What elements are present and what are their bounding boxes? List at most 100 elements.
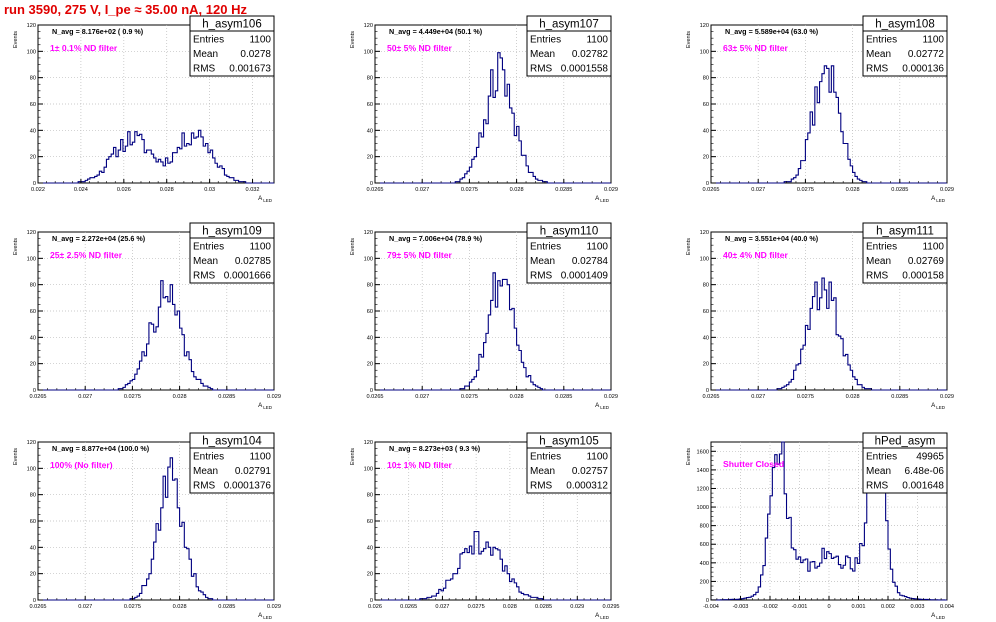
histogram-name: h_asym111 [876,226,934,238]
y-tick-label: 0 [33,388,36,394]
stats-mean-value: 0.02784 [572,256,609,267]
stats-mean-value: 0.02791 [235,466,272,477]
x-tick-label: 0.0275 [797,187,814,193]
filter-label: 25± 2.5% ND filter [50,250,123,260]
y-tick-label: 800 [700,524,709,530]
stats-box [862,237,948,284]
x-tick-label: 0.0275 [461,187,478,193]
pad-h_asym111: 0.0265 0.027 0.0275 0.028 0.0285 0.029 0 20 40 60… [686,222,954,410]
stats-entries-label: Entries [866,452,897,463]
y-tick-label: 40 [30,335,36,341]
histogram-series [711,65,947,184]
x-tick-label: 0.0265 [29,604,46,610]
y-tick-label: 80 [367,76,373,82]
x-tick-label: -0.004 [703,604,719,610]
stats-mean-label: Mean [530,466,555,477]
navg-label: N_avg = 7.006e+04 (78.9 %) [389,234,483,243]
navg-label: N_avg = 2.272e+04 (25.6 %) [52,234,146,243]
stats-rms-value: 0.000312 [566,481,608,492]
x-tick-label: -0.002 [762,604,778,610]
y-tick-label: 1000 [697,505,709,511]
x-tick-label: 0.002 [881,604,895,610]
x-tick-label: 0.026 [117,187,131,193]
stats-entries-value: 1100 [586,242,608,253]
stats-box [862,447,948,494]
histogram-name: h_asym105 [539,436,598,448]
filter-label: 50± 5% ND filter [387,43,453,53]
histogram-series [375,530,611,601]
histogram-name: h_asym107 [539,19,598,31]
stats-rms-value: 0.0001409 [561,271,609,282]
y-tick-label: 20 [30,155,36,161]
stats-mean-value: 0.02757 [572,466,609,477]
y-tick-label: 400 [700,561,709,567]
y-axis-title: Events [13,238,19,255]
stats-box [189,237,275,284]
y-tick-label: 80 [30,493,36,499]
stats-entries-label: Entries [530,452,561,463]
x-tick-label: 0.026 [368,604,382,610]
filter-label: 79± 5% ND filter [387,250,453,260]
histogram-series [38,129,274,184]
stats-rms-label: RMS [530,64,553,75]
stats-box [189,30,275,77]
y-tick-label: 120 [700,230,709,236]
x-tick-label: 0.0265 [702,187,719,193]
stats-mean-label: Mean [193,256,218,267]
y-axis-title: Events [686,238,692,255]
navg-label: N_avg = 3.551e+04 (40.0 %) [725,234,819,243]
y-tick-label: 100 [700,256,709,262]
stats-box [526,237,612,284]
histogram-series [711,277,947,391]
x-tick-label: 0.029 [267,394,281,400]
stats-entries-label: Entries [193,452,224,463]
y-tick-label: 60 [367,519,373,525]
stats-mean-label: Mean [193,466,218,477]
y-tick-label: 80 [703,283,709,289]
stats-rms-value: 0.001673 [229,64,271,75]
stats-entries-label: Entries [866,242,897,253]
stats-rms-label: RMS [193,271,216,282]
navg-label: N_avg = 8.877e+04 (100.0 %) [52,444,150,453]
x-tick-label: 0.0275 [461,394,478,400]
y-tick-label: 1400 [697,468,709,474]
y-axis-title: Events [13,31,19,48]
x-tick-label: 0.028 [510,394,524,400]
x-tick-label: 0.004 [940,604,954,610]
stats-entries-value: 1100 [586,452,608,463]
x-tick-label: 0.032 [246,187,260,193]
y-tick-label: 40 [30,128,36,134]
y-tick-label: 0 [370,181,373,187]
stats-mean-value: 0.02782 [572,49,609,60]
stats-mean-value: 0.0278 [240,49,271,60]
x-tick-label: 0.0265 [366,394,383,400]
y-tick-label: 120 [27,440,36,446]
x-axis-title: ALED [258,195,273,203]
stats-rms-value: 0.0001666 [224,271,272,282]
pad-h_asym104: 0.0265 0.027 0.0275 0.028 0.0285 0.029 0 20 40 60… [13,432,281,620]
y-axis-title: Events [13,448,19,465]
x-tick-label: 0.0285 [891,187,908,193]
y-tick-label: 20 [367,362,373,368]
stats-box [189,447,275,494]
stats-rms-value: 0.0001376 [224,481,272,492]
x-tick-label: 0.028 [173,604,187,610]
y-tick-label: 20 [30,572,36,578]
x-tick-label: 0.028 [160,187,174,193]
stats-entries-value: 1100 [586,35,608,46]
pad-h_asym109: 0.0265 0.027 0.0275 0.028 0.0285 0.029 0 20 40 60… [13,222,281,410]
stats-rms-value: 0.001648 [902,481,944,492]
x-tick-label: 0.027 [415,187,429,193]
stats-mean-label: Mean [866,256,891,267]
x-axis-title: ALED [931,402,946,410]
x-tick-label: 0 [827,604,830,610]
stats-mean-label: Mean [530,256,555,267]
histogram-name: h_asym108 [875,19,934,31]
stats-entries-value: 1100 [922,242,944,253]
stats-rms-label: RMS [193,64,216,75]
x-axis-title: ALED [931,612,946,620]
y-tick-label: 600 [700,542,709,548]
x-tick-label: -0.001 [792,604,808,610]
histogram-name: h_asym106 [202,19,261,31]
x-tick-label: 0.0285 [535,604,552,610]
